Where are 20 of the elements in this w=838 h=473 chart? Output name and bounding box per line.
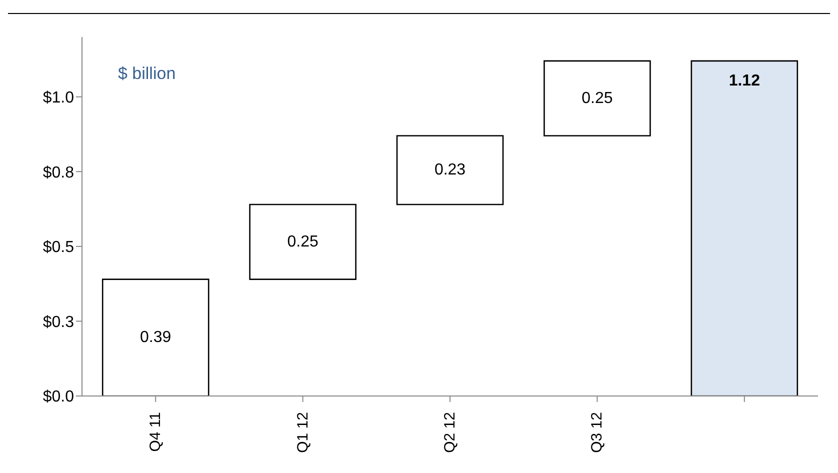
bar (690, 60, 798, 396)
x-tick-label: Q4 11 (147, 412, 164, 452)
y-tick-label: $0.0 (42, 388, 74, 406)
annotation: $ billion (118, 64, 176, 84)
data-label: 1.12 (728, 72, 760, 90)
y-tick-label: $0.5 (42, 239, 74, 256)
y-tick-label: $1.0 (42, 90, 74, 107)
data-label: 0.25 (582, 90, 613, 107)
x-tick-label: Q2 12 (442, 412, 458, 453)
bar (544, 60, 651, 136)
y-tick-label: $0.3 (42, 314, 74, 331)
data-label: 0.23 (434, 162, 466, 179)
y-tick-label: $0.8 (42, 164, 74, 182)
x-tick-label: Q3 12 (588, 412, 606, 453)
x-tick-label: Q1 12 (294, 412, 312, 453)
data-label: 0.39 (140, 329, 172, 346)
bar (249, 204, 356, 280)
bar (102, 278, 210, 396)
bar (396, 135, 504, 206)
data-label: 0.25 (287, 233, 318, 250)
